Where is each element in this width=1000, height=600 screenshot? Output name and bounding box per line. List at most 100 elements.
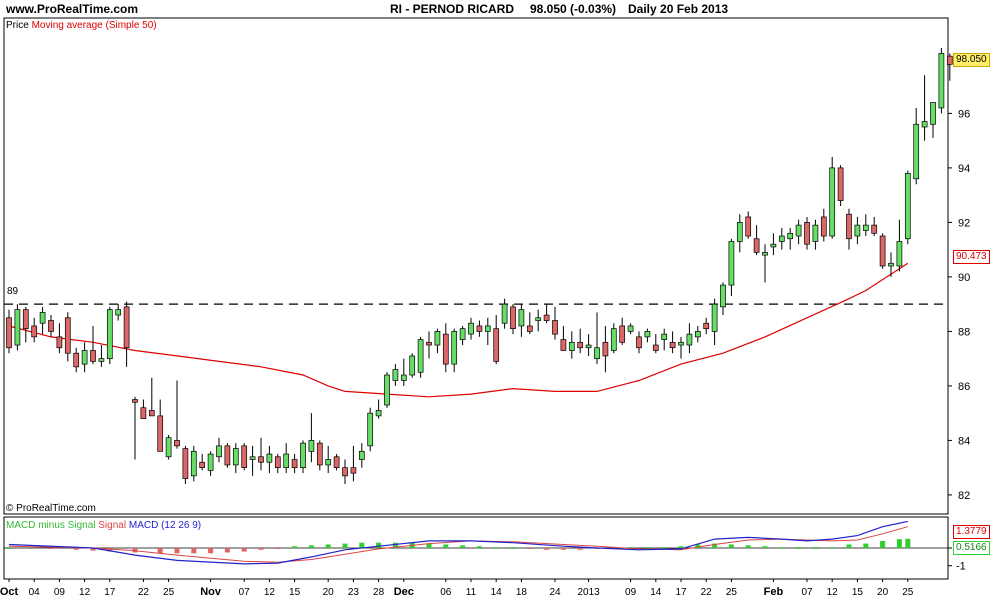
candle <box>501 298 508 329</box>
macd-hist-bar <box>560 548 566 550</box>
macd-hist-bar <box>342 543 348 548</box>
candle <box>249 445 256 476</box>
candle <box>728 238 735 296</box>
ma-price-tag: 90.473 <box>953 250 990 264</box>
price-tick-label: 94 <box>958 163 970 175</box>
x-tick-label: 15 <box>289 587 301 598</box>
candle <box>300 440 306 474</box>
candle-body <box>216 445 222 458</box>
macd-legend-macd: MACD (12 26 9) <box>128 520 202 531</box>
site-name: www.ProRealTime.com <box>6 2 139 16</box>
candle-body <box>48 320 54 332</box>
candle-body <box>182 448 189 479</box>
candle-body <box>199 461 206 469</box>
candle-body <box>501 303 508 324</box>
x-tick-label: 17 <box>675 587 687 598</box>
candle <box>913 107 920 185</box>
candle-body <box>266 453 273 463</box>
macd-hist-bar <box>493 547 499 549</box>
candle <box>232 443 239 474</box>
candle-body <box>249 456 256 460</box>
candle-body <box>711 303 718 332</box>
candle <box>31 317 38 343</box>
candle-body <box>400 374 407 381</box>
candle <box>888 252 894 277</box>
candle-body <box>871 224 878 234</box>
candle <box>787 227 794 250</box>
candle-body <box>165 437 172 458</box>
candle <box>602 325 609 373</box>
candle-body <box>720 284 726 308</box>
candle <box>468 317 474 340</box>
x-tick-label: 07 <box>801 587 813 598</box>
candle-body <box>56 336 63 349</box>
candle <box>56 323 63 354</box>
candle <box>358 443 365 468</box>
macd-hist-bar <box>628 547 634 549</box>
macd-line <box>8 520 908 565</box>
candle-body <box>862 224 869 231</box>
x-tick-label: 15 <box>852 587 864 598</box>
candle <box>132 396 138 460</box>
price-tick-label: 84 <box>958 435 970 447</box>
candle-body <box>837 167 844 201</box>
candle-body <box>258 456 264 463</box>
candle-body <box>31 325 38 338</box>
candle-body <box>585 344 592 349</box>
candle-body <box>316 442 323 466</box>
candle <box>560 325 567 351</box>
macd-hist-bar <box>476 546 482 548</box>
macd-hist-bar <box>6 548 12 549</box>
candle <box>862 214 869 237</box>
candle-body <box>610 328 617 351</box>
candle-body <box>820 216 827 237</box>
macd-hist-bar <box>510 548 516 549</box>
hist-value-tag: 0.5166 <box>953 541 990 555</box>
candle-body <box>526 325 533 332</box>
candle-body <box>325 459 332 466</box>
macd-hist-bar <box>308 545 314 548</box>
macd-hist-bar <box>905 538 911 548</box>
candle <box>22 306 29 343</box>
candle-body <box>762 252 768 256</box>
x-tick-label: 04 <box>29 587 41 598</box>
macd-legend-hist: MACD minus Signal <box>6 520 96 531</box>
candle <box>484 317 491 346</box>
macd-hist-bar <box>392 542 398 548</box>
macd-hist-bar <box>846 544 852 548</box>
candle-body <box>342 467 348 477</box>
macd-hist-bar <box>863 543 869 548</box>
candle-body <box>946 55 953 65</box>
price-legend: Price Moving average (Simple 50) <box>6 20 157 32</box>
candle-body <box>468 322 474 335</box>
x-tick-label: 12 <box>827 587 839 598</box>
candle-body <box>879 235 886 267</box>
candle-body <box>594 347 600 360</box>
x-axis: Oct 04 09 12 17 22 25 Nov 07 12 15 20 23 28 Dec 06 11 14 1… <box>0 579 914 598</box>
candle <box>258 437 264 471</box>
x-tick-label: 11 <box>466 587 477 598</box>
x-tick-label: 22 <box>138 587 150 598</box>
candle-body <box>417 339 424 373</box>
candle <box>652 334 659 354</box>
macd-hist-bar <box>644 547 650 549</box>
candle <box>316 440 323 471</box>
candle-body <box>106 309 113 360</box>
macd-hist-bar <box>48 548 54 549</box>
candle-body <box>459 328 466 340</box>
macd-hist-bar <box>796 548 802 549</box>
x-tick-label: 25 <box>726 587 738 598</box>
candle <box>627 323 634 335</box>
ma50-line <box>8 262 909 398</box>
x-tick-label: 14 <box>650 587 662 598</box>
candle-body <box>367 412 374 447</box>
macd-hist-bar <box>426 543 432 548</box>
macd-hist-bar <box>241 548 247 552</box>
candle-body <box>812 224 819 242</box>
price-tick-label: 92 <box>958 217 970 229</box>
candle-body <box>64 317 71 354</box>
macd-hist-bar <box>544 548 550 550</box>
candle-body <box>22 309 29 330</box>
candle <box>510 304 516 335</box>
x-tick-label: Nov <box>200 586 222 598</box>
